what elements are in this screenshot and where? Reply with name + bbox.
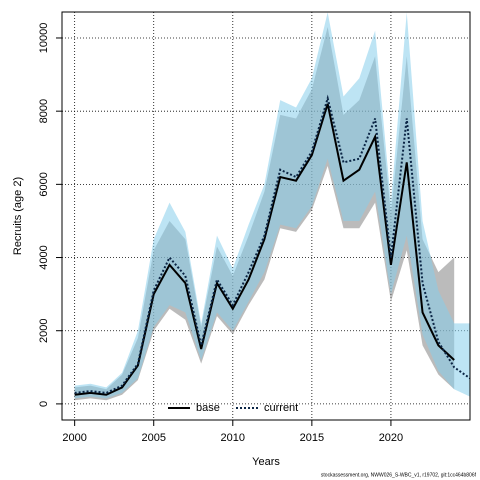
y-tick-label: 0 xyxy=(38,401,50,407)
line xyxy=(74,94,470,394)
y-tick-label: 10000 xyxy=(38,23,50,54)
legend-label: base xyxy=(196,402,220,414)
x-tick-label: 2000 xyxy=(62,432,86,444)
plot-frame xyxy=(61,11,471,421)
footer: stockassessment.org, NWW026_S-WBC_v1, r1… xyxy=(321,472,477,478)
legend-label: current xyxy=(264,402,298,414)
y-tick-label: 2000 xyxy=(38,318,50,342)
y-tick-label: 4000 xyxy=(38,245,50,269)
x-axis-label: Years xyxy=(252,456,280,468)
x-tick-label: 2015 xyxy=(300,432,324,444)
line xyxy=(74,103,455,396)
x-tick-label: 2020 xyxy=(379,432,403,444)
y-tick-label: 6000 xyxy=(38,172,50,196)
y-axis-label: Recruits (age 2) xyxy=(12,177,24,255)
y-tick-label: 8000 xyxy=(38,99,50,123)
x-tick-label: 2010 xyxy=(221,432,245,444)
x-tick-label: 2005 xyxy=(141,432,165,444)
